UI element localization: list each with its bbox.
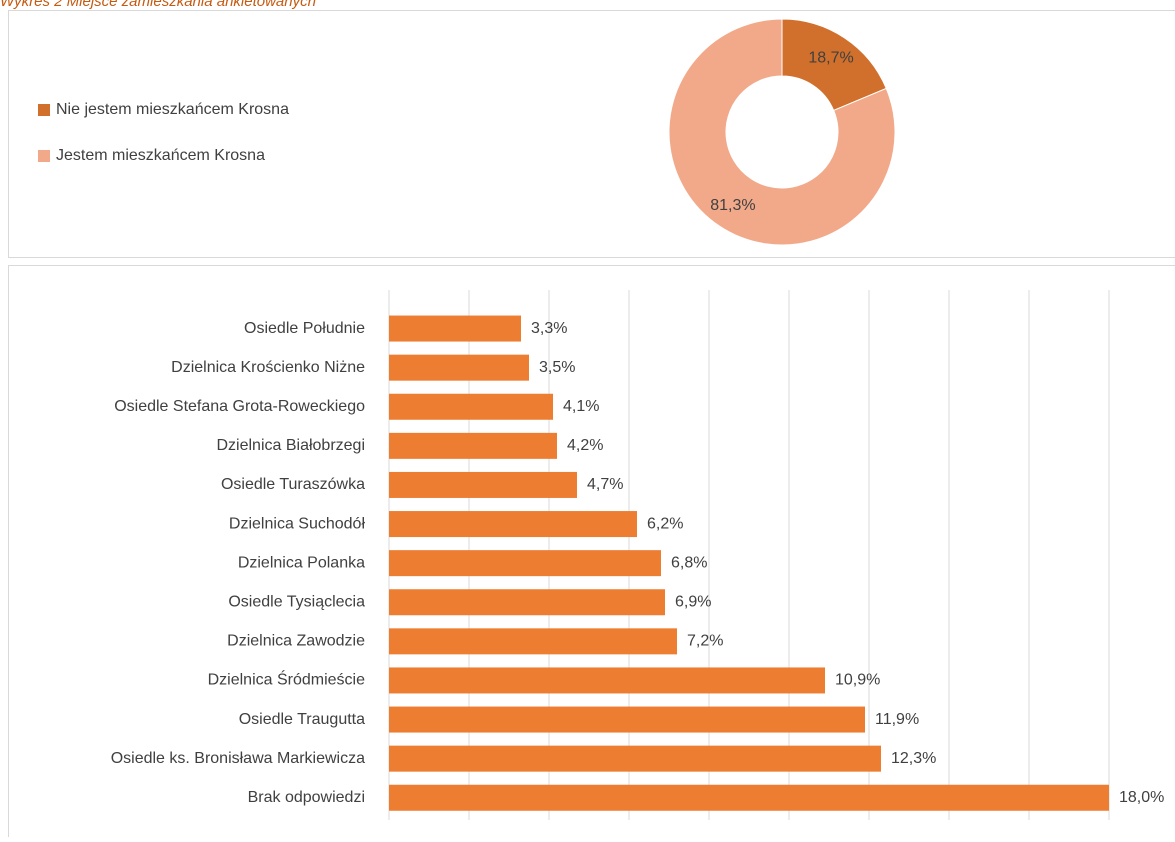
chart-frame — [9, 11, 1175, 258]
data-label: 18,7% — [808, 50, 853, 67]
category-label: Dzielnica Krościenko Niżne — [171, 359, 365, 376]
category-label: Brak odpowiedzi — [248, 789, 365, 806]
category-label: Osiedle ks. Bronisława Markiewicza — [111, 750, 365, 767]
category-label: Dzielnica Białobrzegi — [216, 437, 365, 454]
category-label: Osiedle Południe — [244, 320, 365, 337]
data-label: 6,8% — [671, 554, 707, 571]
legend-swatch — [38, 150, 50, 162]
category-label: Osiedle Tysiąclecia — [228, 593, 365, 610]
bar — [389, 628, 677, 654]
legend-label: Nie jestem mieszkańcem Krosna — [56, 101, 289, 118]
bar — [389, 394, 553, 420]
category-label: Dzielnica Suchodół — [229, 515, 366, 532]
legend-swatch — [38, 104, 50, 116]
data-label: 6,9% — [675, 593, 711, 610]
bar — [389, 707, 865, 733]
category-label: Osiedle Traugutta — [239, 711, 365, 728]
bar — [389, 550, 661, 576]
bar — [389, 589, 665, 615]
category-label: Dzielnica Zawodzie — [227, 633, 365, 650]
data-label: 4,7% — [587, 476, 623, 493]
data-label: 11,9% — [875, 711, 919, 728]
data-label: 3,3% — [531, 320, 567, 337]
data-label: 7,2% — [687, 633, 723, 650]
data-label: 10,9% — [835, 672, 880, 689]
bar — [389, 511, 637, 537]
bar — [389, 785, 1109, 811]
category-label: Osiedle Stefana Grota-Roweckiego — [114, 398, 365, 415]
data-label: 3,5% — [539, 359, 575, 376]
bar — [389, 746, 881, 772]
category-label: Dzielnica Śródmieście — [208, 670, 365, 689]
bar — [389, 472, 577, 498]
figure-caption: Wykres 2 Miejsce zamieszkania ankietowan… — [0, 0, 316, 10]
legend-label: Jestem mieszkańcem Krosna — [56, 147, 265, 164]
data-label: 4,2% — [567, 437, 603, 454]
data-label: 18,0% — [1119, 789, 1164, 806]
bar — [389, 667, 825, 693]
bar — [389, 316, 521, 342]
category-label: Osiedle Turaszówka — [221, 476, 365, 493]
bar — [389, 433, 557, 459]
data-label: 81,3% — [710, 197, 755, 214]
data-label: 12,3% — [891, 750, 936, 767]
category-label: Dzielnica Polanka — [238, 554, 365, 571]
data-label: 4,1% — [563, 398, 599, 415]
data-label: 6,2% — [647, 515, 683, 532]
bar — [389, 355, 529, 381]
